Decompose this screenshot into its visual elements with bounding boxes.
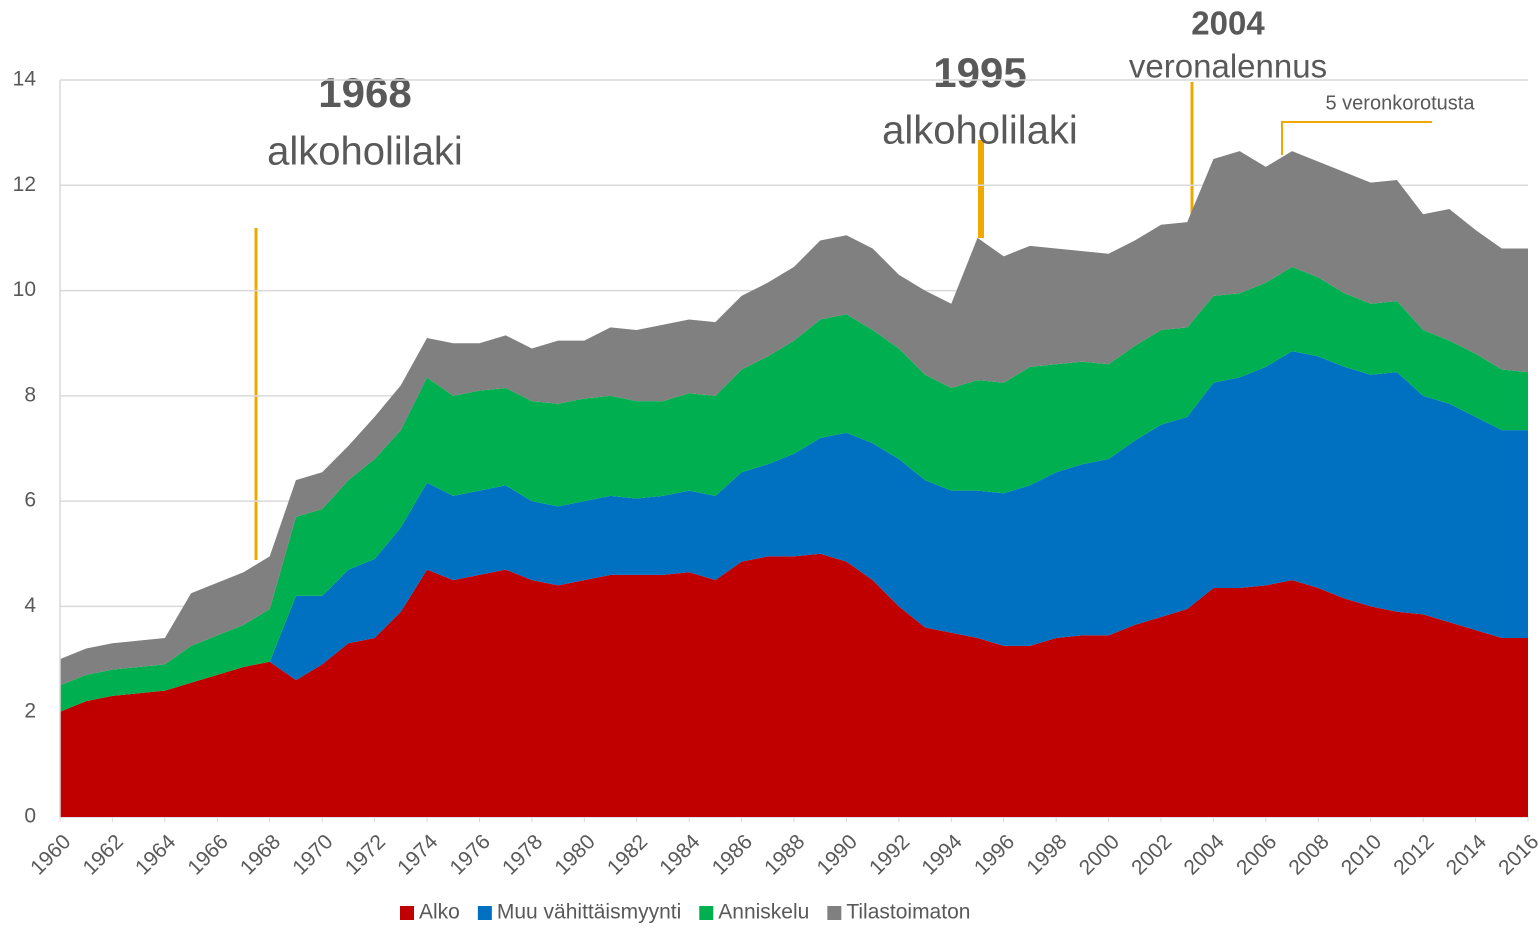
x-tick-label: 1982 bbox=[603, 830, 652, 879]
annotation-title: 1995 bbox=[933, 49, 1026, 96]
annotation-text: 5 veronkorotusta bbox=[1326, 92, 1476, 114]
annotation-text: alkoholilaki bbox=[882, 109, 1078, 153]
legend-swatch bbox=[400, 906, 414, 920]
y-tick-label: 0 bbox=[24, 805, 36, 828]
x-tick-label: 2016 bbox=[1494, 830, 1539, 879]
x-tick-label: 2014 bbox=[1442, 830, 1492, 880]
legend-swatch bbox=[827, 906, 842, 920]
y-tick-label: 12 bbox=[13, 173, 36, 196]
x-tick-label: 1994 bbox=[917, 830, 967, 880]
annotation-text: alkoholilaki bbox=[267, 130, 463, 174]
y-tick-label: 4 bbox=[24, 594, 36, 617]
x-tick-label: 1992 bbox=[865, 830, 914, 879]
x-tick-label: 1980 bbox=[550, 830, 599, 879]
x-tick-label: 1962 bbox=[79, 830, 128, 879]
y-tick-label: 6 bbox=[24, 489, 36, 512]
annotation-title: 1968 bbox=[318, 69, 411, 116]
area bbox=[60, 351, 1528, 712]
legend-label: Alko bbox=[419, 901, 460, 924]
x-tick-label: 2012 bbox=[1389, 830, 1438, 879]
y-tick-label: 8 bbox=[24, 383, 36, 406]
area bbox=[60, 553, 1528, 817]
legend-label: Tilastoimaton bbox=[846, 901, 970, 924]
annotation-text: veronalennus bbox=[1129, 48, 1327, 85]
area bbox=[60, 151, 1528, 686]
x-tick-label: 1998 bbox=[1022, 830, 1071, 879]
x-tick-label: 1996 bbox=[970, 830, 1019, 879]
x-tick-label: 2010 bbox=[1337, 830, 1386, 879]
legend-label: Muu vähittäismyynti bbox=[497, 901, 681, 924]
x-tick-label: 1966 bbox=[183, 830, 232, 879]
x-tick-label: 2008 bbox=[1284, 830, 1333, 879]
x-tick-label: 1972 bbox=[341, 830, 390, 879]
x-tick-label: 1970 bbox=[288, 830, 337, 879]
x-tick-label: 2004 bbox=[1180, 830, 1230, 880]
x-tick-label: 2006 bbox=[1232, 830, 1281, 879]
x-tick-label: 1974 bbox=[393, 830, 443, 880]
x-tick-label: 1986 bbox=[708, 830, 757, 879]
x-tick-label: 1968 bbox=[236, 830, 285, 879]
x-tick-label: 1988 bbox=[760, 830, 809, 879]
annotation-title: 2004 bbox=[1191, 5, 1265, 42]
x-tick-label: 1976 bbox=[446, 830, 495, 879]
annotation-line bbox=[1281, 121, 1432, 155]
x-tick-label: 1990 bbox=[813, 830, 862, 879]
x-tick-label: 2000 bbox=[1075, 830, 1124, 879]
y-tick-label: 10 bbox=[13, 278, 36, 301]
x-tick-label: 2002 bbox=[1127, 830, 1176, 879]
x-tick-label: 1960 bbox=[26, 830, 75, 879]
x-tick-label: 1984 bbox=[655, 830, 705, 880]
legend-label: Anniskelu bbox=[718, 901, 809, 924]
legend-swatch bbox=[477, 906, 492, 920]
legend-swatch bbox=[699, 906, 714, 920]
y-tick-label: 2 bbox=[24, 699, 36, 722]
y-tick-label: 14 bbox=[13, 68, 37, 91]
area bbox=[60, 266, 1528, 712]
x-tick-label: 1964 bbox=[131, 830, 181, 880]
x-tick-label: 1978 bbox=[498, 830, 547, 879]
